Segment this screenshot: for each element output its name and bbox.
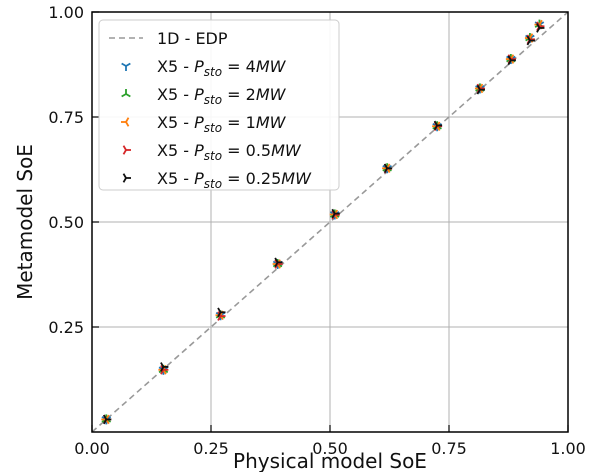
legend-label-subscript: sto (204, 149, 222, 163)
legend-label-value: = 2 (222, 85, 256, 104)
data-point (102, 414, 112, 425)
legend-label-prefix: X5 - (157, 85, 194, 104)
data-point (331, 208, 340, 219)
legend-label-symbol: P (194, 113, 204, 132)
legend-label: X5 - Psto = 2MW (157, 85, 287, 107)
legend-label: X5 - Psto = 0.25MW (157, 169, 312, 191)
data-point (274, 257, 283, 268)
legend-label: X5 - Psto = 0.5MW (157, 141, 302, 163)
legend-label-symbol: P (194, 57, 204, 76)
y-tick-label: 0.50 (48, 213, 84, 232)
legend-label-subscript: sto (204, 177, 222, 191)
legend-label-1d-edp: 1D - EDP (157, 29, 228, 48)
reference-line-1d-edp (91, 11, 569, 433)
legend-marker (121, 89, 131, 98)
legend-marker (122, 173, 131, 183)
legend-label-prefix: X5 - (157, 57, 194, 76)
data-point (507, 55, 516, 66)
x-tick-label: 0.00 (74, 439, 110, 458)
legend-label-subscript: sto (204, 93, 222, 107)
legend-label-prefix: X5 - (157, 113, 194, 132)
legend-label-subscript: sto (204, 121, 222, 135)
x-tick-label: 0.25 (193, 439, 229, 458)
legend-label-symbol: P (194, 141, 204, 160)
legend-label-subscript: sto (204, 65, 222, 79)
data-point (217, 307, 226, 318)
legend-marker (121, 117, 130, 127)
data-point (433, 120, 443, 131)
y-axis-label: Metamodel SoE (13, 144, 37, 300)
x-tick-label: 0.75 (431, 439, 467, 458)
legend-marker (121, 62, 131, 71)
data-points (101, 19, 545, 425)
data-point (383, 163, 393, 174)
legend-label-prefix: X5 - (157, 169, 194, 188)
y-tick-label: 1.00 (48, 3, 84, 22)
x-tick-label: 0.50 (312, 439, 348, 458)
y-tick-label: 0.75 (48, 108, 84, 127)
legend-label-unit: MW (256, 85, 287, 104)
data-point (160, 362, 169, 372)
y-tick-label: 0.25 (48, 318, 84, 337)
legend-label-unit: MW (281, 169, 312, 188)
legend-label-symbol: P (194, 169, 204, 188)
legend-label-prefix: X5 - (157, 141, 194, 160)
axis-ticks: 0.00 0.25 0.50 0.75 1.00 0.25 0.50 0.75 1.00 (48, 3, 585, 458)
legend-box (98, 19, 340, 191)
data-point (476, 84, 485, 95)
data-point (536, 23, 545, 33)
legend-label-unit: MW (271, 141, 302, 160)
legend-label-unit: MW (256, 113, 287, 132)
legend-marker (122, 145, 131, 155)
legend-label-value: = 0.25 (222, 169, 281, 188)
legend-label-symbol: P (194, 85, 204, 104)
x-tick-label: 1.00 (550, 439, 586, 458)
x-axis-label: Physical model SoE (233, 449, 427, 472)
legend-label: X5 - Psto = 1MW (157, 113, 287, 135)
data-point (526, 35, 535, 46)
legend-label-value: = 1 (222, 113, 256, 132)
legend-label-unit: MW (256, 57, 287, 76)
legend-label-value: = 0.5 (222, 141, 271, 160)
legend-label: X5 - Psto = 4MW (157, 57, 287, 79)
legend-label-value: = 4 (222, 57, 256, 76)
